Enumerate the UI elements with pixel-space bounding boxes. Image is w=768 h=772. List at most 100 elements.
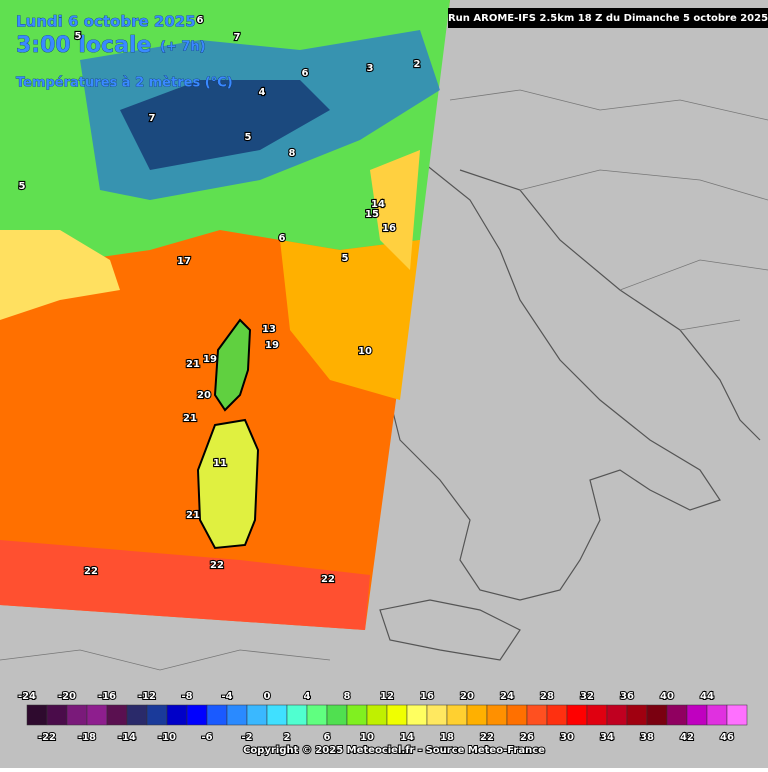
coastline [389, 159, 721, 601]
legend-swatch [286, 704, 308, 726]
legend-swatch [666, 704, 688, 726]
legend-label: 8 [344, 691, 351, 702]
legend-label: 44 [700, 691, 714, 702]
forecast-date: Lundi 6 octobre 2025 [16, 13, 196, 31]
legend-label: 2 [284, 732, 291, 743]
border [449, 89, 768, 331]
legend-label: -16 [98, 691, 116, 702]
legend-swatch [186, 704, 208, 726]
legend-swatch [546, 704, 568, 726]
temperature-label: 4 [259, 87, 266, 98]
legend-label: 6 [324, 732, 331, 743]
temperature-label: 17 [177, 256, 191, 267]
legend-swatch [246, 704, 268, 726]
legend-swatch [126, 704, 148, 726]
legend-label: 18 [440, 732, 454, 743]
legend-label: -2 [241, 732, 252, 743]
legend-swatch [146, 704, 168, 726]
temperature-label: 21 [186, 359, 200, 370]
legend-label: 40 [660, 691, 674, 702]
legend-label: -12 [138, 691, 156, 702]
legend-label: 14 [400, 732, 414, 743]
temperature-label: 5 [75, 31, 82, 42]
legend-label: 36 [620, 691, 634, 702]
legend-swatch [306, 704, 328, 726]
legend-swatch [86, 704, 108, 726]
temperature-label: 22 [210, 560, 224, 571]
border [0, 649, 331, 671]
temperature-label: 22 [84, 566, 98, 577]
legend-swatch [206, 704, 228, 726]
legend-label: -18 [78, 732, 96, 743]
legend-label: -22 [38, 732, 56, 743]
legend-swatch [326, 704, 348, 726]
temperature-label: 6 [302, 68, 309, 79]
temperature-label: 8 [289, 148, 296, 159]
legend-swatch [426, 704, 448, 726]
legend-label: 26 [520, 732, 534, 743]
field-name: Températures à 2 mètres (°C) [16, 76, 233, 91]
temperature-label: 22 [321, 574, 335, 585]
legend-label: 46 [720, 732, 734, 743]
legend-label: 0 [264, 691, 271, 702]
legend-swatch [466, 704, 488, 726]
legend-label: 4 [304, 691, 311, 702]
mild-zone [0, 230, 120, 320]
run-info: Run AROME-IFS 2.5km 18 Z du Dimanche 5 o… [448, 13, 768, 24]
legend-swatch [506, 704, 528, 726]
temperature-label: 5 [245, 132, 252, 143]
temperature-label: 5 [19, 181, 26, 192]
legend-label: 30 [560, 732, 574, 743]
legend-swatch [526, 704, 548, 726]
legend-label: 32 [580, 691, 594, 702]
legend-swatch [346, 704, 368, 726]
legend-swatch [646, 704, 668, 726]
temperature-label: 10 [358, 346, 372, 357]
legend-label: -10 [158, 732, 176, 743]
legend-swatch [166, 704, 188, 726]
temperature-label: 13 [262, 324, 276, 335]
legend-label: 38 [640, 732, 654, 743]
temperature-label: 11 [213, 458, 227, 469]
legend-label: 24 [500, 691, 514, 702]
temperature-label: 19 [203, 354, 217, 365]
temperature-label: 3 [367, 63, 374, 74]
temperature-label: 7 [234, 32, 241, 43]
legend-label: 10 [360, 732, 374, 743]
warm-zone [0, 540, 370, 630]
legend-swatch [66, 704, 88, 726]
legend-swatch [706, 704, 728, 726]
legend-swatch [26, 704, 48, 726]
legend-label: 28 [540, 691, 554, 702]
coldest-zone [120, 80, 330, 170]
legend-swatch [366, 704, 388, 726]
legend-label: -20 [58, 691, 76, 702]
coastline [379, 599, 521, 661]
temperature-label: 20 [197, 390, 211, 401]
legend-swatch [406, 704, 428, 726]
legend-label: -8 [181, 691, 192, 702]
legend-swatch [726, 704, 748, 726]
legend-label: -24 [18, 691, 36, 702]
temperature-label: 16 [382, 223, 396, 234]
temperature-label: 5 [342, 253, 349, 264]
run-banner [448, 8, 768, 28]
legend-label: 42 [680, 732, 694, 743]
legend-swatch [386, 704, 408, 726]
legend-swatch [686, 704, 708, 726]
legend-swatch [626, 704, 648, 726]
legend-label: -6 [201, 732, 212, 743]
legend-swatch [566, 704, 588, 726]
coastline [459, 169, 761, 441]
legend-label: 16 [420, 691, 434, 702]
temperature-label: 7 [149, 113, 156, 124]
legend-label: 22 [480, 732, 494, 743]
forecast-offset: (+ 7h) [160, 40, 206, 55]
legend-swatch [586, 704, 608, 726]
legend-swatch [266, 704, 288, 726]
legend-swatch [446, 704, 468, 726]
legend-swatch [486, 704, 508, 726]
legend-swatch [226, 704, 248, 726]
legend-label: 12 [380, 691, 394, 702]
